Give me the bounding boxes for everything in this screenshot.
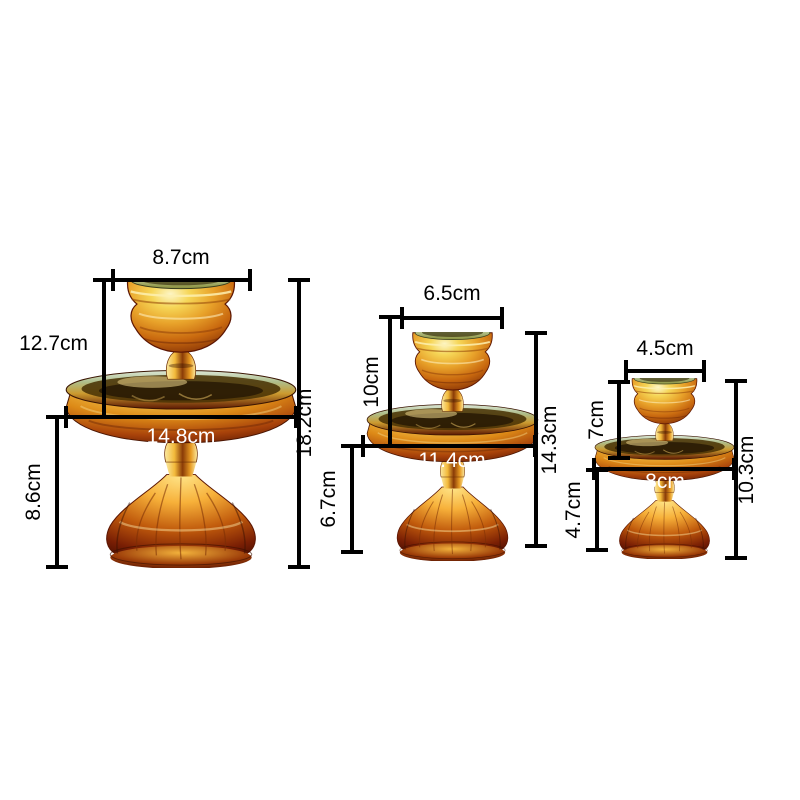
svg-text:10.3cm: 10.3cm: [735, 436, 758, 505]
svg-text:18.2cm: 18.2cm: [293, 389, 316, 458]
svg-text:6.5cm: 6.5cm: [423, 282, 480, 305]
svg-text:8.6cm: 8.6cm: [22, 463, 45, 520]
svg-text:4.7cm: 4.7cm: [562, 481, 585, 538]
svg-text:8.7cm: 8.7cm: [152, 246, 209, 269]
svg-text:8cm: 8cm: [645, 470, 685, 493]
svg-text:10cm: 10cm: [360, 356, 383, 407]
svg-text:7cm: 7cm: [585, 400, 608, 440]
svg-text:14.8cm: 14.8cm: [147, 425, 216, 448]
svg-text:6.7cm: 6.7cm: [317, 470, 340, 527]
svg-text:12.7cm: 12.7cm: [19, 332, 88, 355]
svg-text:14.3cm: 14.3cm: [538, 406, 561, 475]
svg-text:4.5cm: 4.5cm: [636, 337, 693, 360]
svg-text:11.4cm: 11.4cm: [418, 449, 485, 472]
